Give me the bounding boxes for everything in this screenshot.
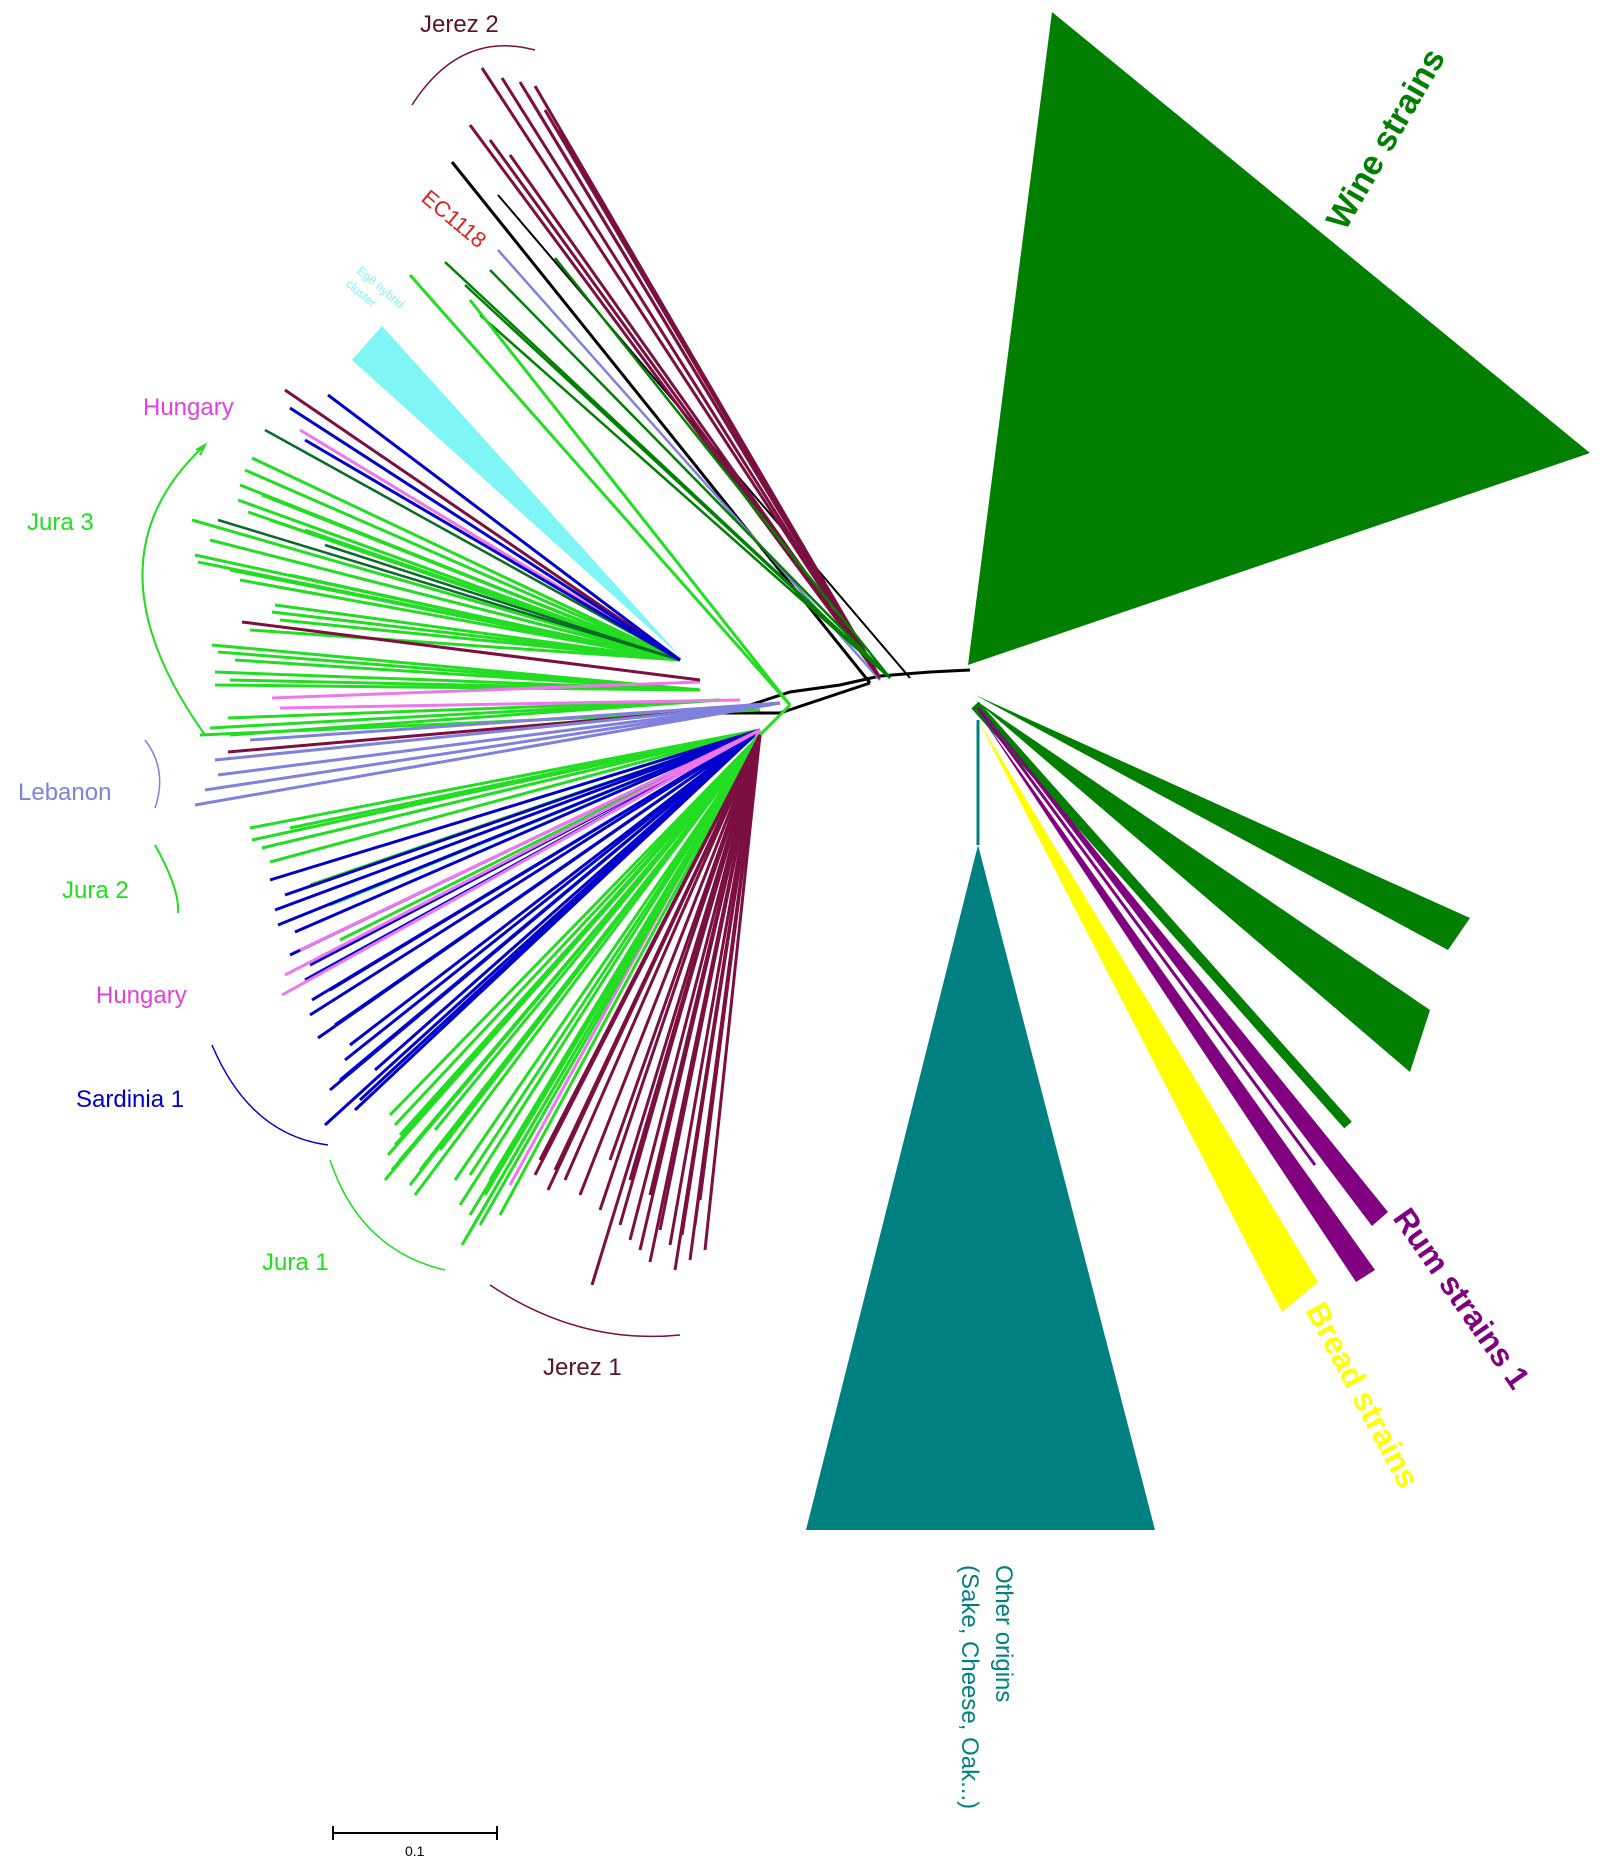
scale-bar-label: 0.1 <box>405 1843 425 1859</box>
jerez1-bracket <box>489 1284 681 1338</box>
bread-strains-label: Bread strains <box>1299 1296 1427 1493</box>
jura2-label: Jura 2 <box>62 877 129 904</box>
sardinia1-branches <box>269 728 762 1127</box>
tree-backbone <box>704 668 971 715</box>
jura3-bracket <box>141 444 206 736</box>
eg8-hybrid-cluster-clade <box>352 326 680 656</box>
hungary-top-label: Hungary <box>143 394 234 421</box>
rum-strains-label: Rum strains 1 <box>1386 1201 1537 1395</box>
jerez1-label: Jerez 1 <box>543 1354 622 1381</box>
jura1-label: Jura 1 <box>262 1249 329 1276</box>
jerez2-bracket <box>411 45 536 106</box>
jerez1-branches <box>533 734 762 1286</box>
jura3-label: Jura 3 <box>27 509 94 536</box>
hungary-bottom-label: Hungary <box>96 982 187 1009</box>
other-origins-label-line2: (Sake, Cheese, Oak...) <box>956 1565 983 1809</box>
jura-backbone <box>758 703 792 737</box>
rum-branch-thin <box>976 707 1317 1166</box>
wine-strains-label: Wine strains <box>1319 42 1453 236</box>
sardinia-top-branches <box>289 393 681 662</box>
lebanon-branches <box>194 701 781 807</box>
wine-strains-clade <box>968 12 1590 665</box>
jerez2-branches <box>468 67 882 679</box>
other-origins-label-line1: Other origins <box>990 1565 1017 1702</box>
dark-green-branches <box>444 257 891 679</box>
jerez2-label: Jerez 2 <box>420 11 499 38</box>
bread-strains-clade <box>978 720 1318 1312</box>
jura2-bracket <box>154 844 180 914</box>
rum-clade-2 <box>978 712 1375 1282</box>
jura3-bracket-tick <box>195 442 208 456</box>
jura1-branches <box>383 733 762 1246</box>
lebanon-bracket <box>144 739 161 809</box>
other-origins-clade <box>806 845 1155 1530</box>
wine-substrain-clade-2 <box>975 700 1430 1072</box>
wine-substrain-branch <box>971 701 1352 1129</box>
wine-substrain-clade-1 <box>975 695 1470 950</box>
sardinia1-bracket <box>211 1044 329 1146</box>
sardinia1-label: Sardinia 1 <box>76 1086 184 1113</box>
rum-clade <box>978 705 1388 1226</box>
scale-bar <box>332 1826 498 1840</box>
jura3-darkgreen-branches <box>217 428 681 662</box>
jura3-branches <box>191 274 792 737</box>
jura1-bracket <box>329 1159 446 1271</box>
lebanon-label: Lebanon <box>18 779 111 806</box>
